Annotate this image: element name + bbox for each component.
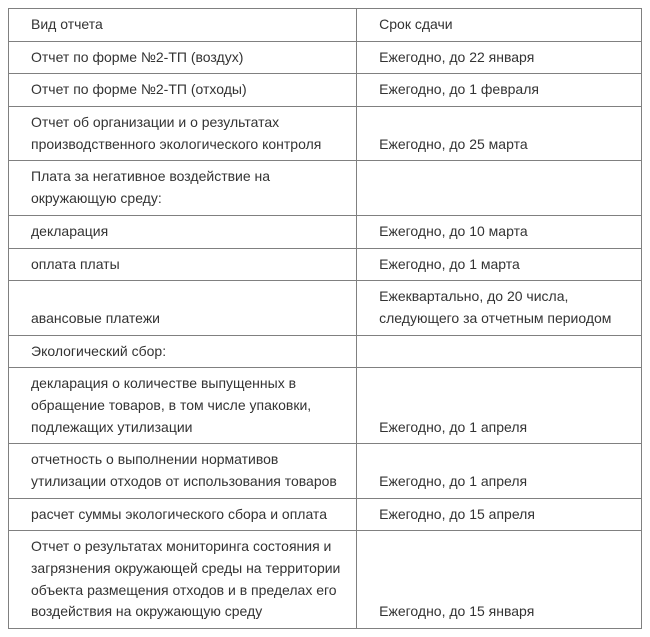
- cell-deadline: Ежегодно, до 15 апреля: [357, 498, 642, 531]
- cell-report-type: оплата платы: [9, 248, 357, 281]
- cell-report-type: Плата за негативное воздействие на окруж…: [9, 161, 357, 215]
- table-row: декларация о количестве выпущенных в обр…: [9, 368, 642, 444]
- cell-report-type: Экологический сбор:: [9, 335, 357, 368]
- cell-deadline: Ежегодно, до 22 января: [357, 41, 642, 74]
- cell-report-type: Отчет по форме №2-ТП (отходы): [9, 74, 357, 107]
- cell-deadline: [357, 335, 642, 368]
- cell-report-type: Отчет об организации и о результатах про…: [9, 107, 357, 161]
- table-body: Вид отчетаСрок сдачиОтчет по форме №2-ТП…: [9, 9, 642, 629]
- cell-report-type: декларация: [9, 215, 357, 248]
- cell-deadline: Ежегодно, до 1 апреля: [357, 368, 642, 444]
- table-row: авансовые платежиЕжеквартально, до 20 чи…: [9, 281, 642, 335]
- cell-report-type: расчет суммы экологического сбора и опла…: [9, 498, 357, 531]
- table-row: Отчет по форме №2-ТП (отходы)Ежегодно, д…: [9, 74, 642, 107]
- table-row: расчет суммы экологического сбора и опла…: [9, 498, 642, 531]
- cell-report-type: отчетность о выполнении нормативов утили…: [9, 444, 357, 498]
- cell-deadline: [357, 161, 642, 215]
- cell-report-type: Отчет по форме №2-ТП (воздух): [9, 41, 357, 74]
- cell-deadline: Ежегодно, до 25 марта: [357, 107, 642, 161]
- table-row: оплата платыЕжегодно, до 1 марта: [9, 248, 642, 281]
- cell-report-type: авансовые платежи: [9, 281, 357, 335]
- table-row: отчетность о выполнении нормативов утили…: [9, 444, 642, 498]
- table-row: Экологический сбор:: [9, 335, 642, 368]
- header-cell-report-type: Вид отчета: [9, 9, 357, 42]
- table-row: Отчет по форме №2-ТП (воздух)Ежегодно, д…: [9, 41, 642, 74]
- cell-report-type: декларация о количестве выпущенных в обр…: [9, 368, 357, 444]
- cell-deadline: Ежегодно, до 1 марта: [357, 248, 642, 281]
- cell-report-type: Отчет о результатах мониторинга состояни…: [9, 531, 357, 629]
- header-cell-deadline: Срок сдачи: [357, 9, 642, 42]
- table-row: Плата за негативное воздействие на окруж…: [9, 161, 642, 215]
- cell-deadline: Ежегодно, до 1 февраля: [357, 74, 642, 107]
- cell-deadline: Ежегодно, до 10 марта: [357, 215, 642, 248]
- cell-deadline: Ежеквартально, до 20 числа, следующего з…: [357, 281, 642, 335]
- report-schedule-table: Вид отчетаСрок сдачиОтчет по форме №2-ТП…: [8, 8, 642, 629]
- table-row: Отчет об организации и о результатах про…: [9, 107, 642, 161]
- cell-deadline: Ежегодно, до 15 января: [357, 531, 642, 629]
- table-header-row: Вид отчетаСрок сдачи: [9, 9, 642, 42]
- cell-deadline: Ежегодно, до 1 апреля: [357, 444, 642, 498]
- table-row: Отчет о результатах мониторинга состояни…: [9, 531, 642, 629]
- table-row: декларацияЕжегодно, до 10 марта: [9, 215, 642, 248]
